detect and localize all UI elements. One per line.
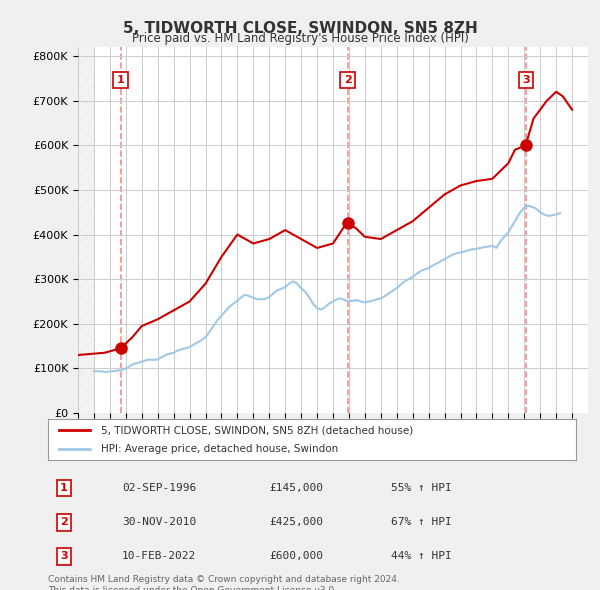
- Text: 1: 1: [116, 75, 124, 85]
- Text: 67% ↑ HPI: 67% ↑ HPI: [391, 517, 452, 527]
- Text: 2: 2: [60, 517, 68, 527]
- Text: 3: 3: [60, 552, 68, 561]
- Text: Contains HM Land Registry data © Crown copyright and database right 2024.
This d: Contains HM Land Registry data © Crown c…: [48, 575, 400, 590]
- Text: £145,000: £145,000: [270, 483, 324, 493]
- Text: 5, TIDWORTH CLOSE, SWINDON, SN5 8ZH (detached house): 5, TIDWORTH CLOSE, SWINDON, SN5 8ZH (det…: [101, 425, 413, 435]
- Text: 55% ↑ HPI: 55% ↑ HPI: [391, 483, 452, 493]
- Text: 5, TIDWORTH CLOSE, SWINDON, SN5 8ZH: 5, TIDWORTH CLOSE, SWINDON, SN5 8ZH: [122, 21, 478, 35]
- Text: £600,000: £600,000: [270, 552, 324, 561]
- Text: 30-NOV-2010: 30-NOV-2010: [122, 517, 196, 527]
- Text: £425,000: £425,000: [270, 517, 324, 527]
- Bar: [78, 47, 94, 413]
- Text: 3: 3: [522, 75, 530, 85]
- Text: 2: 2: [344, 75, 352, 85]
- Text: 44% ↑ HPI: 44% ↑ HPI: [391, 552, 452, 561]
- Text: 10-FEB-2022: 10-FEB-2022: [122, 552, 196, 561]
- Text: 1: 1: [60, 483, 68, 493]
- Text: HPI: Average price, detached house, Swindon: HPI: Average price, detached house, Swin…: [101, 444, 338, 454]
- Text: Price paid vs. HM Land Registry's House Price Index (HPI): Price paid vs. HM Land Registry's House …: [131, 32, 469, 45]
- Text: 02-SEP-1996: 02-SEP-1996: [122, 483, 196, 493]
